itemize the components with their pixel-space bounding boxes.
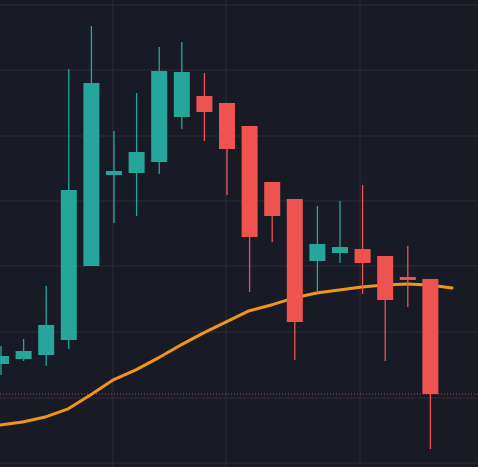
- candle-up: [60, 69, 77, 349]
- candle-body: [15, 351, 32, 359]
- candle-body: [106, 171, 122, 175]
- candle-up: [309, 206, 326, 293]
- candle-body: [151, 71, 168, 162]
- candle-down: [354, 185, 371, 294]
- moving-average-line: [0, 282, 454, 427]
- candle-body: [377, 256, 394, 300]
- candle-body: [332, 247, 348, 253]
- candle-down: [286, 199, 303, 360]
- candle-body: [286, 199, 303, 322]
- candle-body: [309, 244, 326, 261]
- candle-body: [196, 96, 213, 112]
- candle-body: [264, 182, 281, 216]
- candle-body: [83, 83, 100, 266]
- candle-up: [128, 93, 145, 216]
- candle-down: [399, 246, 416, 307]
- candle-down: [264, 182, 281, 242]
- candle-down: [219, 103, 235, 195]
- candles: [0, 26, 439, 449]
- candle-body: [38, 325, 55, 355]
- candle-down: [422, 279, 439, 449]
- candle-body: [0, 356, 9, 364]
- candle-up: [0, 346, 9, 375]
- moving-average: [0, 282, 454, 427]
- candle-down: [196, 73, 213, 141]
- candle-body: [128, 152, 145, 173]
- candle-body: [60, 190, 77, 340]
- candle-body: [241, 126, 258, 237]
- candle-up: [15, 339, 32, 361]
- candle-body: [422, 279, 439, 394]
- candle-down: [377, 256, 394, 361]
- candle-up: [83, 26, 100, 266]
- candle-up: [151, 47, 168, 174]
- candle-up: [106, 131, 122, 223]
- candle-body: [173, 72, 190, 117]
- candle-body: [399, 277, 416, 280]
- candle-body: [354, 249, 371, 263]
- candle-up: [173, 42, 190, 129]
- candle-up: [332, 201, 348, 263]
- candle-down: [241, 126, 258, 292]
- candle-up: [38, 286, 55, 366]
- candle-body: [219, 103, 235, 149]
